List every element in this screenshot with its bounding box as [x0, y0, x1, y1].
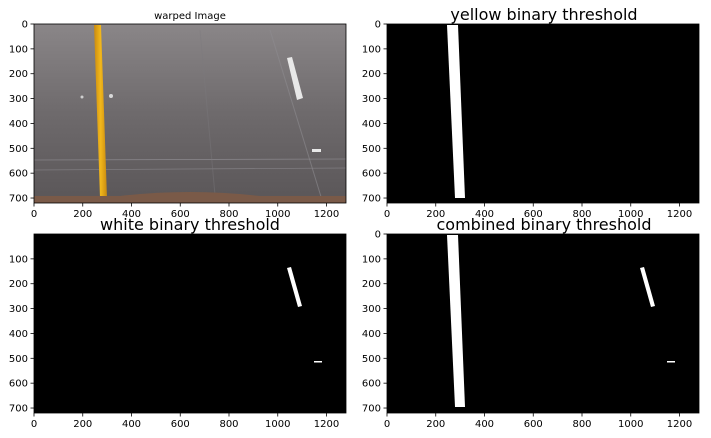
y-tick-label: 600	[362, 379, 381, 390]
y-tick-label: 500	[362, 354, 381, 365]
y-tick-label: 400	[9, 119, 28, 130]
y-tick-label: 100	[362, 254, 381, 265]
x-tick-label: 0	[384, 209, 390, 220]
x-tick-label: 600	[171, 419, 190, 430]
y-tick-label: 200	[9, 279, 28, 290]
chart-title: yellow binary threshold	[450, 5, 637, 24]
panel-yellow-threshold: yellow binary threshold 0 200 400 600 800 100…	[362, 5, 700, 220]
x-tick-label: 600	[171, 209, 190, 220]
x-tick-label: 0	[31, 419, 37, 430]
x-tick-label: 0	[31, 209, 37, 220]
panel-combined-threshold: combined binary threshold 0 200 400 600 800 1…	[362, 215, 700, 430]
axes: 0 200 400 600 800 1000 1200 0 100 200 300 400 500 600…	[362, 230, 700, 430]
axes-frame	[386, 233, 700, 414]
chart-title: combined binary threshold	[436, 215, 651, 234]
y-tick-label: 600	[9, 169, 28, 180]
y-tick-label: 400	[362, 329, 381, 340]
combined-threshold-image	[387, 234, 699, 413]
white-threshold-image	[34, 234, 346, 413]
y-tick-label: 300	[9, 304, 28, 315]
yellow-threshold-image	[387, 24, 699, 203]
axes-frame	[33, 23, 347, 204]
x-tick-label: 1000	[265, 209, 290, 220]
x-tick-label: 600	[524, 419, 543, 430]
y-tick-label: 100	[9, 44, 28, 55]
y-tick-label: 700	[9, 404, 28, 415]
x-tick-label: 600	[524, 209, 543, 220]
chart-title: white binary threshold	[100, 215, 280, 234]
y-tick-label: 200	[362, 69, 381, 80]
x-tick-label: 1200	[314, 209, 339, 220]
y-tick-label: 400	[362, 119, 381, 130]
y-tick-label: 100	[362, 44, 381, 55]
y-tick-label: 500	[9, 144, 28, 155]
panel-warped-image: warped Image 0 200 400 600 800 1000 1200 0 100 20…	[9, 11, 347, 220]
x-tick-label: 800	[219, 419, 238, 430]
x-tick-label: 400	[122, 209, 141, 220]
axes: 0 200 400 600 800 1000 1200 0 100 200 300 400 500 600…	[9, 20, 347, 220]
x-tick-label: 200	[73, 209, 92, 220]
y-tick-label: 700	[362, 194, 381, 205]
x-tick-label: 800	[219, 209, 238, 220]
axes: 0 200 400 600 800 1000 1200 100 200 300 400 500 600 7…	[9, 233, 347, 430]
x-tick-label: 0	[384, 419, 390, 430]
x-tick-label: 1000	[618, 419, 643, 430]
x-tick-label: 200	[73, 419, 92, 430]
y-tick-label: 600	[362, 169, 381, 180]
y-tick-label: 500	[9, 354, 28, 365]
y-tick-label: 700	[362, 404, 381, 415]
x-tick-label: 400	[122, 419, 141, 430]
y-tick-label: 600	[9, 379, 28, 390]
x-tick-label: 1200	[314, 419, 339, 430]
x-tick-label: 1000	[265, 419, 290, 430]
x-tick-label: 1200	[667, 419, 692, 430]
chart-title: warped Image	[154, 11, 226, 22]
x-tick-label: 200	[426, 419, 445, 430]
warped-image	[33, 24, 347, 203]
y-tick-label: 0	[22, 20, 28, 31]
y-tick-label: 300	[9, 94, 28, 105]
y-tick-label: 100	[9, 254, 28, 265]
x-tick-label: 1000	[618, 209, 643, 220]
y-tick-label: 0	[375, 230, 381, 241]
axes: 0 200 400 600 800 1000 1200 0 100 200 300 400 500 600…	[362, 20, 700, 220]
y-tick-label: 200	[9, 69, 28, 80]
x-tick-label: 400	[475, 419, 494, 430]
x-tick-label: 200	[426, 209, 445, 220]
x-tick-label: 800	[572, 419, 591, 430]
axes-frame	[33, 233, 347, 414]
y-tick-label: 200	[362, 279, 381, 290]
y-tick-label: 700	[9, 194, 28, 205]
x-tick-label: 800	[572, 209, 591, 220]
panel-white-threshold: white binary threshold 0 200 400 600 800 1000…	[9, 215, 347, 430]
x-tick-label: 400	[475, 209, 494, 220]
y-tick-label: 0	[375, 20, 381, 31]
y-tick-label: 300	[362, 304, 381, 315]
x-tick-label: 1200	[667, 209, 692, 220]
y-tick-label: 300	[362, 94, 381, 105]
y-tick-label: 500	[362, 144, 381, 155]
axes-frame	[386, 23, 700, 204]
y-tick-label: 400	[9, 329, 28, 340]
